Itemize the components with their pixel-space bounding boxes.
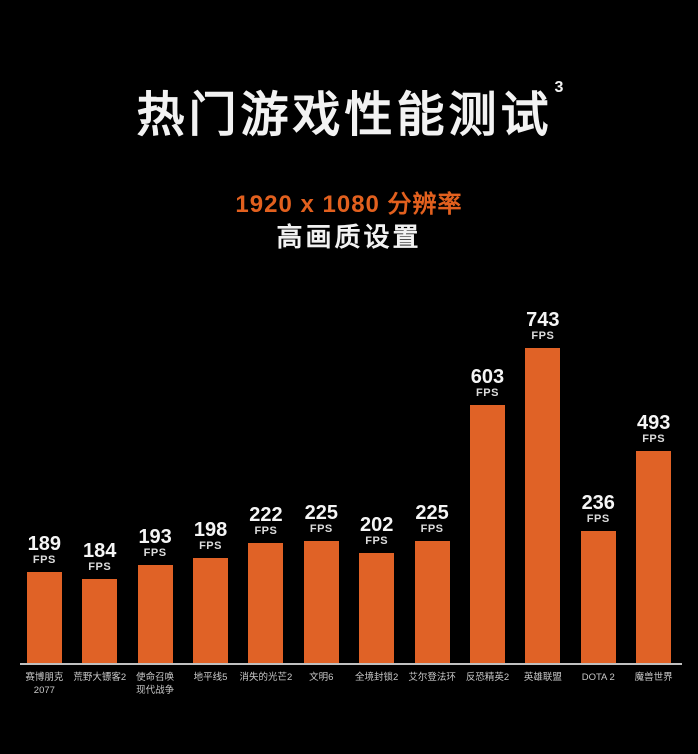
bar-column: 193 FPS <box>127 526 182 664</box>
bar-column: 225 FPS <box>404 502 459 664</box>
bar-column: 603 FPS <box>460 366 515 664</box>
game-label: 地平线5 <box>193 672 228 683</box>
game-label: 荒野大镖客2 <box>73 672 127 683</box>
game-label: 全境封锁2 <box>355 672 399 683</box>
quality-subtitle: 高画质设置 <box>276 222 422 252</box>
fps-bar <box>414 541 450 664</box>
fps-unit-label: FPS <box>586 513 610 525</box>
fps-unit-label: FPS <box>420 523 444 535</box>
fps-unit-label: FPS <box>642 433 666 445</box>
bar-column: 743 FPS <box>515 309 570 664</box>
fps-bar <box>26 572 62 664</box>
fps-unit-label: FPS <box>309 523 333 535</box>
fps-value: 184 <box>83 540 117 562</box>
fps-bar <box>525 348 561 664</box>
fps-value: 198 <box>193 519 228 541</box>
fps-unit-label: FPS <box>32 554 56 566</box>
fps-unit-label: FPS <box>254 525 278 537</box>
page-title: 热门游戏性能测试3 <box>0 79 698 143</box>
fps-value: 603 <box>470 366 505 388</box>
fps-bar <box>248 543 284 664</box>
game-label: 赛博朋克 2077 <box>25 672 64 696</box>
fps-bar <box>303 541 339 664</box>
category-labels-row: 赛博朋克 2077 荒野大镖客2 使命召唤 现代战争 地平线5 消失的光芒2 文明6 全境封锁2… <box>0 671 698 697</box>
game-label: DOTA 2 <box>581 672 615 683</box>
resolution-subtitle: 1920 x 1080 分辨率 <box>235 191 463 218</box>
fps-value: 225 <box>415 502 449 524</box>
title-footnote-superscript: 3 <box>554 79 564 96</box>
game-label: 消失的光芒2 <box>239 672 293 683</box>
fps-value: 189 <box>27 533 62 555</box>
fps-bar <box>580 531 616 664</box>
fps-value: 222 <box>249 504 283 526</box>
fps-bar <box>82 579 118 664</box>
game-label: 使命召唤 现代战争 <box>136 672 175 696</box>
game-label: 英雄联盟 <box>523 672 562 683</box>
game-label: 魔兽世界 <box>634 672 673 683</box>
fps-unit-label: FPS <box>199 540 222 552</box>
fps-value: 236 <box>581 492 615 514</box>
x-axis-baseline <box>20 663 682 665</box>
fps-value: 743 <box>526 309 560 331</box>
fps-value: 193 <box>138 526 172 548</box>
fps-unit-label: FPS <box>476 387 499 399</box>
fps-unit-label: FPS <box>531 330 555 342</box>
bar-column: 189 FPS <box>17 533 72 664</box>
bar-column: 236 FPS <box>571 492 626 664</box>
page-title-text: 热门游戏性能测试 <box>136 89 553 142</box>
fps-bar <box>636 451 672 664</box>
fps-bar <box>193 558 229 664</box>
fps-bar <box>469 405 505 664</box>
fps-value: 225 <box>304 502 338 524</box>
fps-bar <box>359 553 395 664</box>
fps-unit-label: FPS <box>88 561 112 573</box>
fps-unit-label: FPS <box>365 535 389 547</box>
fps-value: 493 <box>636 412 671 434</box>
game-label: 反恐精英2 <box>465 672 510 683</box>
bar-column: 184 FPS <box>72 540 127 664</box>
bar-column: 493 FPS <box>626 412 681 664</box>
bar-column: 198 FPS <box>183 519 238 664</box>
fps-value: 202 <box>360 514 394 536</box>
game-label: 文明6 <box>309 672 334 683</box>
fps-unit-label: FPS <box>143 547 167 559</box>
fps-bar <box>137 565 173 664</box>
bar-column: 222 FPS <box>238 504 293 664</box>
bars-row: 189 FPS 184 FPS 193 FPS 198 FPS 222 FPS 225 FPS 202 F… <box>0 309 698 664</box>
bar-column: 225 FPS <box>294 502 349 664</box>
bar-column: 202 FPS <box>349 514 404 664</box>
game-label: 艾尔登法环 <box>408 672 456 683</box>
